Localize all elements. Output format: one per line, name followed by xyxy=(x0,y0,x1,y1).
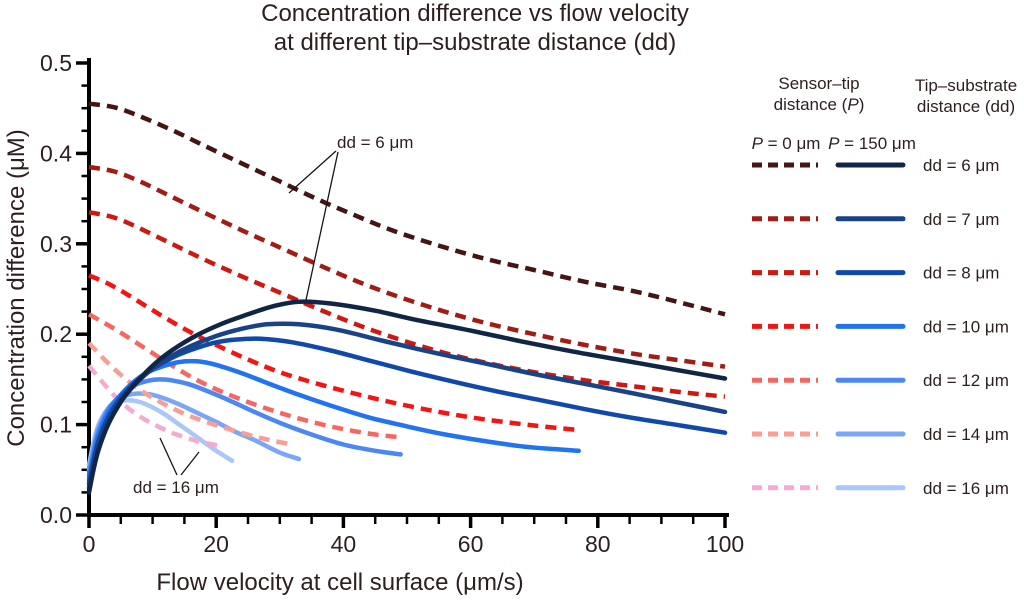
annotation-label-1: dd = 16 μm xyxy=(133,478,219,497)
legend-row-label: dd = 12 μm xyxy=(923,371,1009,390)
curve-dashed-dd10 xyxy=(88,273,579,433)
curve-solid-dd6 xyxy=(86,299,728,495)
legend: Sensor–tip distance (P) Tip–substrate di… xyxy=(752,74,1018,498)
curve-dashed-dd16 xyxy=(87,364,224,449)
y-axis-title: Concentration difference (μM) xyxy=(3,129,30,447)
curve-dashed-dd8 xyxy=(88,209,726,399)
annotation-label-0: dd = 6 μm xyxy=(337,133,413,152)
chart-title-line2: at different tip–substrate distance (dd) xyxy=(274,29,676,56)
annotation-leader-line xyxy=(159,437,178,476)
x-tick-label: 100 xyxy=(706,531,744,557)
axes: 0 20 40 60 80 100 0.0 0.1 0.2 0.3 0.4 0.5 xyxy=(40,50,744,557)
y-tick-label: 0.1 xyxy=(40,412,72,438)
curve-dashed-dd14 xyxy=(87,341,293,447)
legend-row-label: dd = 10 μm xyxy=(923,317,1009,336)
curve-dashed-dd6 xyxy=(88,101,726,317)
legend-row-label: dd = 14 μm xyxy=(923,425,1009,444)
annotation-leader-line xyxy=(288,150,337,194)
chart-title-line1: Concentration difference vs flow velocit… xyxy=(261,0,689,27)
y-tick-label: 0.4 xyxy=(40,140,72,166)
legend-row-label: dd = 16 μm xyxy=(923,479,1009,498)
legend-row-label: dd = 6 μm xyxy=(923,156,999,175)
x-tick-label: 20 xyxy=(203,531,229,557)
y-tick-label: 0.3 xyxy=(40,231,72,257)
y-tick-label: 0.0 xyxy=(40,502,72,528)
legend-row-label: dd = 8 μm xyxy=(923,264,999,283)
axis-lines xyxy=(87,58,729,517)
legend-col2-header-line2: distance (dd) xyxy=(917,97,1015,116)
legend-col2-header-line1: Tip–substrate xyxy=(915,76,1017,95)
curve-annotations: dd = 6 μm dd = 16 μm xyxy=(133,133,413,497)
legend-col1-sublabel: P = 0 μm xyxy=(752,134,821,153)
x-axis-title: Flow velocity at cell surface (μm/s) xyxy=(156,569,523,596)
legend-col2-sublabel: P = 150 μm xyxy=(828,134,916,153)
x-tick-label: 80 xyxy=(585,531,611,557)
legend-row-label: dd = 7 μm xyxy=(923,210,999,229)
legend-col1-header-line2: distance (P) xyxy=(774,95,865,114)
plot-curves xyxy=(86,101,728,495)
curve-dashed-dd7 xyxy=(88,164,726,369)
curve-dashed-dd12 xyxy=(87,312,401,440)
x-tick-label: 60 xyxy=(458,531,484,557)
y-tick-label: 0.2 xyxy=(40,321,72,347)
x-tick-label: 40 xyxy=(331,531,357,557)
annotation-leader-line xyxy=(305,151,339,301)
legend-col1-header-line1: Sensor–tip xyxy=(778,74,859,93)
y-tick-label: 0.5 xyxy=(40,50,72,76)
annotation-leader-line xyxy=(180,451,200,476)
x-tick-label: 0 xyxy=(83,531,96,557)
